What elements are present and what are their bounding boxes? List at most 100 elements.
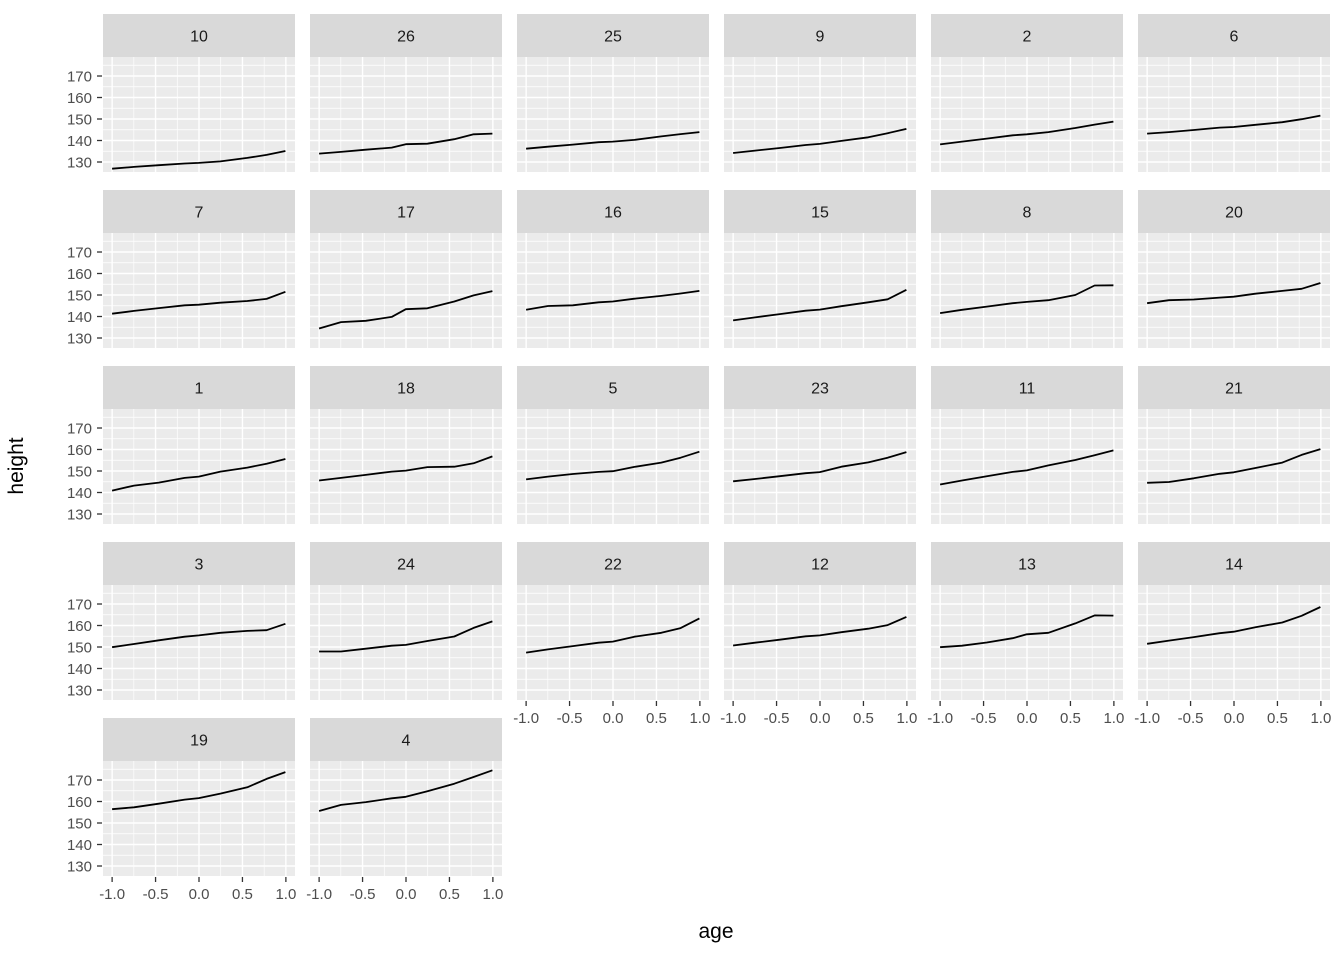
x-axis-tick-label: -0.5 — [971, 710, 997, 727]
y-axis-tick-label: 150 — [67, 288, 92, 305]
facet-strip — [310, 366, 502, 409]
facet-strip-label: 16 — [604, 205, 622, 222]
y-axis-tick-label: 160 — [67, 442, 92, 459]
y-axis-title: height — [5, 437, 28, 494]
x-axis-tick-label: -1.0 — [513, 710, 539, 727]
facet-strip — [931, 542, 1123, 585]
x-axis-tick-label: 0.5 — [853, 710, 874, 727]
height-line — [1147, 448, 1321, 484]
facet-strip — [724, 366, 916, 409]
facet-strip-label: 21 — [1225, 381, 1243, 398]
x-axis-tick-label: -0.5 — [1178, 710, 1204, 727]
facet-strip — [517, 14, 709, 57]
y-axis-tick-label: 170 — [67, 773, 92, 790]
height-line — [940, 614, 1114, 649]
facet-strip — [931, 14, 1123, 57]
height-line — [111, 290, 286, 315]
height-line — [111, 622, 286, 649]
y-axis-tick-label: 170 — [67, 69, 92, 86]
facet-strip-label: 9 — [816, 29, 825, 46]
y-axis-tick-label: 130 — [67, 507, 92, 524]
facet-strip — [310, 542, 502, 585]
x-axis-tick-label: -0.5 — [143, 886, 169, 903]
facet-strip-label: 26 — [397, 29, 415, 46]
facet-strip-label: 3 — [195, 557, 204, 574]
x-axis-tick-label: 0.0 — [189, 886, 210, 903]
facet-strip-label: 4 — [402, 733, 411, 750]
facet-strip-label: 20 — [1225, 205, 1243, 222]
facet-strip-label: 1 — [195, 381, 204, 398]
x-axis-tick-label: 1.0 — [275, 886, 296, 903]
height-line — [318, 455, 493, 482]
height-line — [1147, 114, 1321, 135]
facet-strip — [517, 542, 709, 585]
y-axis-tick-label: 140 — [67, 837, 92, 854]
y-axis-tick-label: 140 — [67, 661, 92, 678]
x-axis-tick-label: -1.0 — [306, 886, 332, 903]
facet-strip-label: 8 — [1023, 205, 1032, 222]
x-axis-tick-label: -0.5 — [764, 710, 790, 727]
x-axis-title: age — [698, 920, 733, 943]
height-line — [1146, 282, 1321, 305]
height-line — [1146, 606, 1321, 645]
y-axis-tick-label: 170 — [67, 245, 92, 262]
height-line — [318, 290, 493, 330]
facet-strip-label: 12 — [811, 557, 829, 574]
x-axis-tick-label: -1.0 — [720, 710, 746, 727]
y-axis-tick-label: 140 — [67, 309, 92, 326]
height-line — [111, 458, 286, 492]
height-line — [733, 128, 907, 154]
facet-strip-label: 23 — [811, 381, 829, 398]
height-line — [732, 616, 907, 647]
facet-strip-label: 13 — [1018, 557, 1036, 574]
facet-strip — [517, 190, 709, 233]
facet-strip-label: 22 — [604, 557, 622, 574]
facet-strip-label: 10 — [190, 29, 208, 46]
height-line — [526, 131, 700, 150]
height-line — [939, 449, 1114, 486]
facet-strip-label: 2 — [1023, 29, 1032, 46]
y-axis-tick-label: 150 — [67, 816, 92, 833]
x-axis-tick-label: -0.5 — [350, 886, 376, 903]
facet-strip-label: 11 — [1019, 381, 1036, 398]
y-axis-tick-label: 160 — [67, 618, 92, 635]
height-line — [525, 617, 700, 654]
facet-strip — [1138, 542, 1330, 585]
facet-strip — [931, 190, 1123, 233]
y-axis-tick-label: 170 — [67, 421, 92, 438]
facet-strip — [103, 366, 295, 409]
y-axis-tick-label: 130 — [67, 331, 92, 348]
y-axis-tick-label: 160 — [67, 266, 92, 283]
y-axis-tick-label: 130 — [67, 155, 92, 172]
x-axis-tick-label: 0.5 — [1060, 710, 1081, 727]
height-line — [319, 620, 493, 653]
facet-strip — [724, 190, 916, 233]
height-line — [525, 290, 700, 311]
height-line — [732, 288, 907, 322]
facet-strip-label: 5 — [609, 381, 618, 398]
x-axis-tick-label: 0.5 — [646, 710, 667, 727]
x-axis-tick-label: 1.0 — [896, 710, 917, 727]
facet-strip — [931, 366, 1123, 409]
y-axis-tick-label: 170 — [67, 597, 92, 614]
height-line — [112, 150, 286, 170]
y-axis-tick-label: 130 — [67, 683, 92, 700]
x-axis-tick-label: 0.0 — [603, 710, 624, 727]
facet-strip-label: 7 — [195, 205, 204, 222]
x-axis-tick-label: 0.0 — [810, 710, 831, 727]
x-axis-tick-label: -1.0 — [99, 886, 125, 903]
facet-strip — [103, 542, 295, 585]
y-axis-tick-label: 130 — [67, 859, 92, 876]
x-axis-tick-label: 1.0 — [689, 710, 710, 727]
x-axis-tick-label: -1.0 — [927, 710, 953, 727]
y-axis-tick-label: 160 — [67, 90, 92, 107]
y-axis-tick-label: 140 — [67, 485, 92, 502]
facet-strip-label: 19 — [190, 733, 208, 750]
height-line — [939, 120, 1114, 146]
facet-strip — [517, 366, 709, 409]
height-line — [112, 771, 286, 811]
facet-strip — [1138, 14, 1330, 57]
x-axis-tick-label: 1.0 — [1103, 710, 1124, 727]
